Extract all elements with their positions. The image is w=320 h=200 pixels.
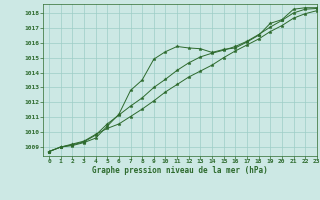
X-axis label: Graphe pression niveau de la mer (hPa): Graphe pression niveau de la mer (hPa) [92,166,268,175]
